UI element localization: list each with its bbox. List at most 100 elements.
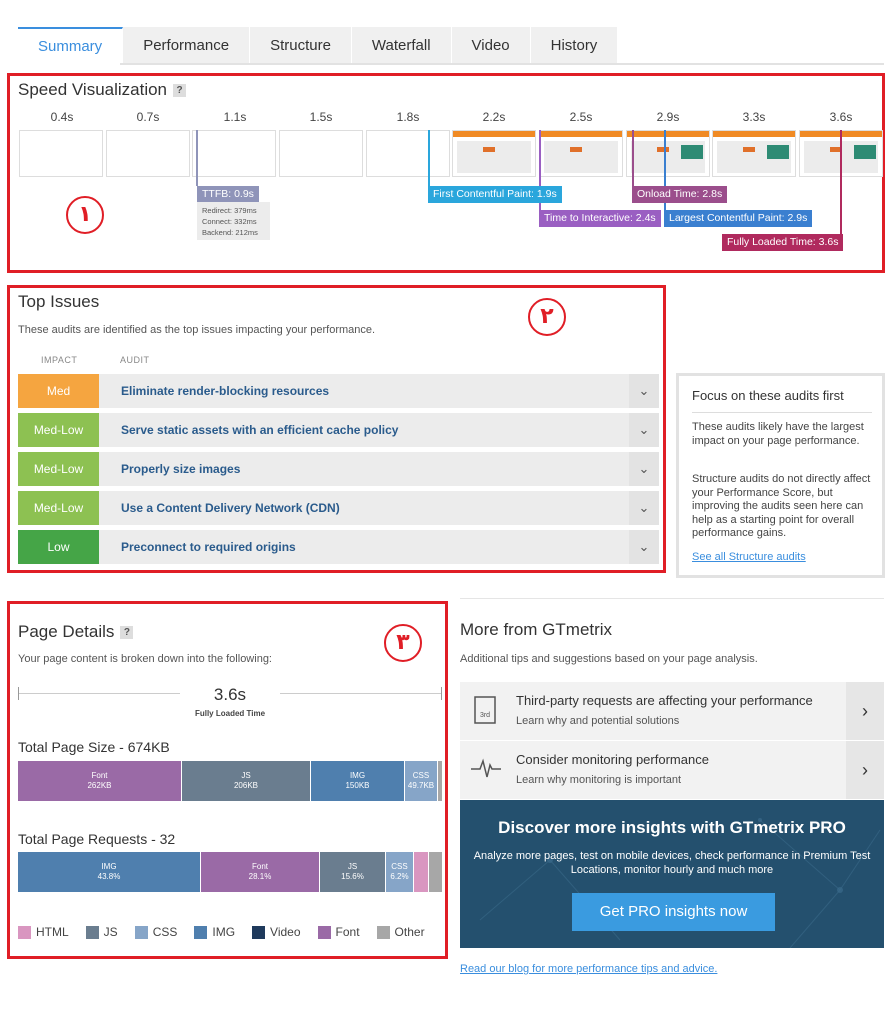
focus-paragraph: These audits likely have the largest imp… <box>692 421 864 447</box>
onload-tag: Onload Time: 2.8s <box>632 186 728 203</box>
filmstrip-frame-screenshot[interactable] <box>452 130 536 177</box>
time-label: 1.8s <box>396 110 420 124</box>
lcp-tag: Largest Contentful Paint: 2.9s <box>664 210 813 227</box>
help-icon[interactable]: ? <box>120 626 134 640</box>
time-label: 2.9s <box>656 110 680 124</box>
tab-underline <box>120 63 884 65</box>
size-segment-css: CSS 49.7KB <box>405 761 437 801</box>
top-issues-subtitle: These audits are identified as the top i… <box>18 324 376 336</box>
issue-row[interactable]: Low Preconnect to required origins ⌄ <box>18 530 659 564</box>
impact-badge: Med-Low <box>18 413 99 447</box>
chevron-right-icon[interactable]: › <box>846 741 884 799</box>
chevron-down-icon[interactable]: ⌄ <box>629 413 659 447</box>
time-label: 1.1s <box>223 110 247 124</box>
card-title: Consider monitoring performance <box>516 752 709 767</box>
card-subtitle: Learn why and potential solutions <box>516 715 680 727</box>
section-marker-1: ١ <box>66 196 104 234</box>
fcp-line <box>428 130 430 186</box>
filmstrip-frame-screenshot[interactable] <box>712 130 796 177</box>
tab-history[interactable]: History <box>530 27 619 64</box>
highlight-box-details <box>7 601 448 959</box>
tab-waterfall[interactable]: Waterfall <box>351 27 452 64</box>
help-icon[interactable]: ? <box>173 84 187 98</box>
ttfb-redirect: Redirect: 379ms <box>202 206 257 215</box>
speed-visualization-title: Speed Visualization? <box>18 80 187 100</box>
chevron-right-icon[interactable]: › <box>846 682 884 740</box>
issue-row[interactable]: Med-Low Serve static assets with an effi… <box>18 413 659 447</box>
get-pro-insights-button[interactable]: Get PRO insights now <box>572 893 775 931</box>
time-label: 0.7s <box>136 110 160 124</box>
size-segment-img: IMG 150KB <box>311 761 404 801</box>
requests-segment-img: IMG 43.8% <box>18 852 200 892</box>
impact-badge: Med-Low <box>18 452 99 486</box>
page-details-subtitle: Your page content is broken down into th… <box>18 653 272 665</box>
highlight-box-issues <box>7 285 666 573</box>
legend-item-font: Font <box>317 925 360 939</box>
filmstrip-frame-blank[interactable] <box>279 130 363 177</box>
divider <box>460 598 884 599</box>
timeline-start-tick <box>18 687 19 700</box>
divider <box>692 412 872 413</box>
blog-link[interactable]: Read our blog for more performance tips … <box>460 963 718 975</box>
issue-row[interactable]: Med Eliminate render-blocking resources … <box>18 374 659 408</box>
ttfb-breakdown: Redirect: 379ms Connect: 332ms Backend: … <box>197 202 270 240</box>
third-party-icon: 3rd <box>474 696 496 724</box>
audit-column-header: AUDIT <box>120 355 150 365</box>
time-label: 2.5s <box>569 110 593 124</box>
svg-text:3rd: 3rd <box>480 712 490 719</box>
more-from-gtmetrix-title: More from GTmetrix <box>460 620 613 639</box>
impact-column-header: IMPACT <box>41 355 78 365</box>
tab-video[interactable]: Video <box>451 27 531 64</box>
issue-row[interactable]: Med-Low Properly size images ⌄ <box>18 452 659 486</box>
filmstrip-frame-blank[interactable] <box>19 130 103 177</box>
tab-structure[interactable]: Structure <box>250 27 352 64</box>
monitoring-card[interactable]: Consider monitoring performance Learn wh… <box>460 741 884 799</box>
tab-performance[interactable]: Performance <box>123 27 251 64</box>
legend-item-other: Other <box>376 925 425 939</box>
fully-loaded-tag: Fully Loaded Time: 3.6s <box>722 234 844 251</box>
filmstrip-frame-blank[interactable] <box>192 130 276 177</box>
fcp-tag: First Contentful Paint: 1.9s <box>428 186 562 203</box>
audit-name: Preconnect to required origins <box>121 540 296 554</box>
legend-item-html: HTML <box>18 925 69 939</box>
requests-segment-font: Font 28.1% <box>201 852 319 892</box>
ttfb-line <box>196 130 198 186</box>
audit-name: Eliminate render-blocking resources <box>121 384 330 398</box>
chevron-down-icon[interactable]: ⌄ <box>629 452 659 486</box>
see-all-structure-audits-link[interactable]: See all Structure audits <box>692 551 806 563</box>
section-marker-3: ٣ <box>384 624 422 662</box>
tab-summary[interactable]: Summary <box>18 27 124 64</box>
focus-paragraph: Structure audits do not directly affect … <box>692 473 871 539</box>
chevron-down-icon[interactable]: ⌄ <box>629 491 659 525</box>
more-subtitle: Additional tips and suggestions based on… <box>460 653 758 665</box>
chevron-down-icon[interactable]: ⌄ <box>629 374 659 408</box>
audit-name: Properly size images <box>121 462 241 476</box>
page-details-title: Page Details? <box>18 622 134 642</box>
impact-badge: Med-Low <box>18 491 99 525</box>
heartbeat-icon <box>471 758 501 778</box>
filmstrip-frame-blank[interactable] <box>106 130 190 177</box>
filmstrip-frame-blank[interactable] <box>366 130 450 177</box>
requests-segment-css: CSS 6.2% <box>386 852 413 892</box>
audit-name: Serve static assets with an efficient ca… <box>121 423 399 437</box>
filmstrip-frame-screenshot[interactable] <box>539 130 623 177</box>
content-type-legend: HTML JS CSS IMG Video Font Other <box>18 925 425 939</box>
time-label: 3.3s <box>742 110 766 124</box>
pro-description: Analyze more pages, test on mobile devic… <box>473 850 871 876</box>
impact-badge: Low <box>18 530 99 564</box>
impact-badge: Med <box>18 374 99 408</box>
legend-item-js: JS <box>85 925 118 939</box>
chevron-down-icon[interactable]: ⌄ <box>629 530 659 564</box>
focus-audits-panel: Focus on these audits first These audits… <box>676 373 885 578</box>
third-party-requests-card[interactable]: 3rd Third-party requests are affecting y… <box>460 682 884 740</box>
card-title: Third-party requests are affecting your … <box>516 693 813 708</box>
filmstrip-frame-screenshot[interactable] <box>626 130 710 177</box>
time-label: 0.4s <box>50 110 74 124</box>
tti-tag: Time to Interactive: 2.4s <box>539 210 661 227</box>
top-issues-title: Top Issues <box>18 292 100 311</box>
fully-loaded-line <box>840 130 842 234</box>
issue-row[interactable]: Med-Low Use a Content Delivery Network (… <box>18 491 659 525</box>
total-page-size-title: Total Page Size - 674KB <box>18 739 170 755</box>
time-label: 1.5s <box>309 110 333 124</box>
requests-segment-html <box>414 852 428 892</box>
